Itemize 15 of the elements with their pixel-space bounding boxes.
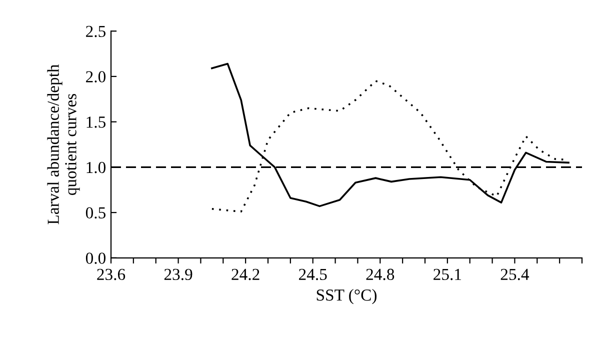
- x-axis-title: SST (°C): [316, 288, 377, 304]
- x-tick-label: 25.1: [434, 268, 462, 280]
- x-tick-label: 24.5: [299, 268, 327, 280]
- y-tick-label: 2.5: [86, 26, 106, 38]
- x-tick-label: 23.6: [97, 268, 126, 280]
- x-tick-label: 25.4: [500, 268, 530, 280]
- y-axis-title: Larval abundance/depth quotient curves: [47, 64, 80, 224]
- x-tick-label: 24.8: [366, 268, 394, 280]
- y-tick-label: 1.0: [86, 162, 106, 174]
- x-tick-label: 24.2: [232, 268, 260, 280]
- y-tick-label: 0.5: [86, 207, 106, 219]
- y-tick-label: 1.5: [86, 116, 106, 128]
- y-tick-label: 0.0: [86, 252, 106, 264]
- y-tick-label: 2.0: [86, 71, 106, 82]
- x-tick-label: 23.9: [164, 268, 192, 280]
